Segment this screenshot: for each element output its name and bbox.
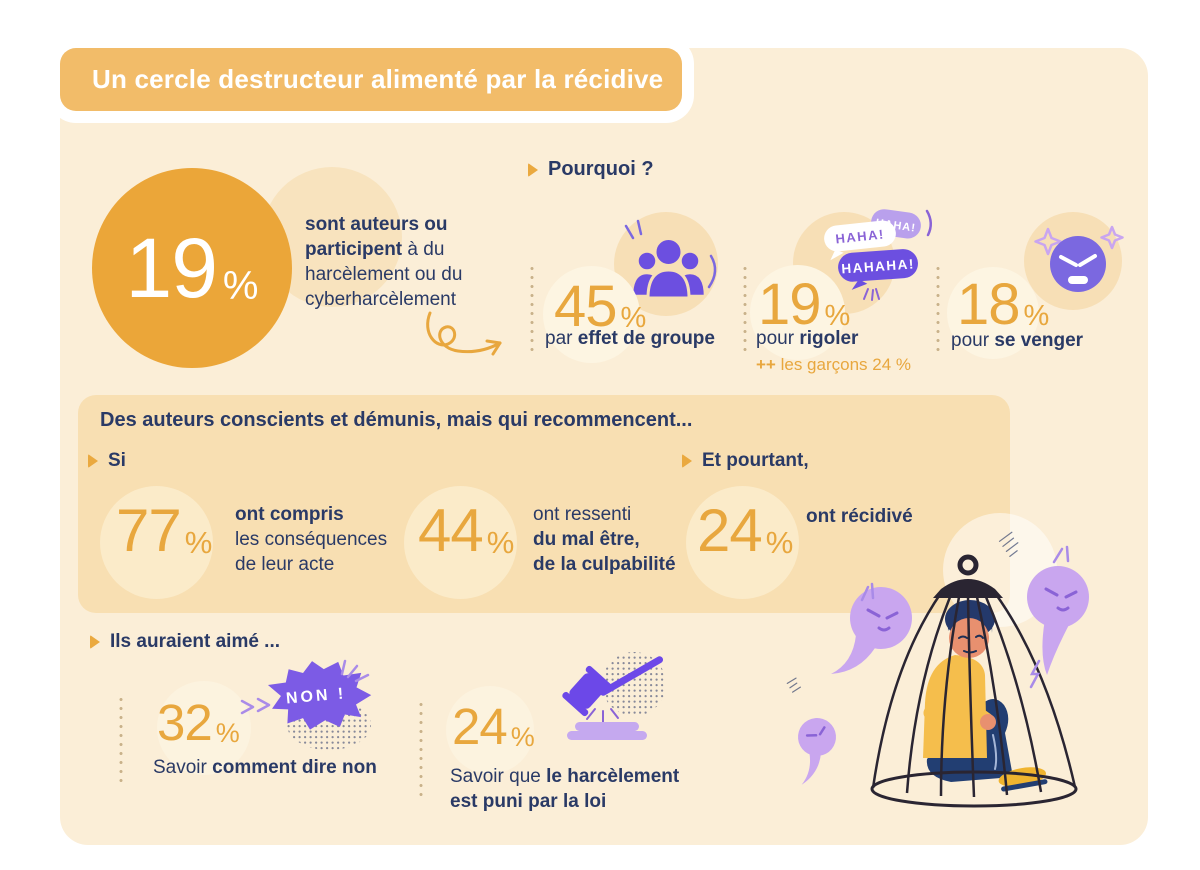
pourtant-header: Et pourtant, [682, 450, 809, 472]
stat-19-label: pour rigoler [756, 328, 859, 349]
stat-32-label: Savoir comment dire non [153, 757, 377, 778]
dotted-separator [119, 695, 123, 783]
stat-18-label: pour se venger [951, 330, 1084, 351]
intro-text: sont auteurs ou participent à du harcèle… [305, 214, 463, 310]
curly-arrow-icon [426, 311, 502, 356]
dotted-separator [530, 264, 534, 354]
recidive-header: Des auteurs conscients et démunis, mais … [100, 409, 693, 431]
dotted-separator [419, 700, 423, 796]
stat-44: 44 % [418, 497, 515, 564]
title-banner: Un cercle destructeur alimenté par la ré… [60, 48, 682, 111]
arrow-bullet-icon [682, 454, 692, 468]
stat-number-halo [947, 267, 1039, 359]
group-of-people-icon [624, 219, 717, 300]
stat-number-halo [157, 681, 251, 775]
scribble-marks [786, 531, 1019, 693]
arrow-bullet-icon [88, 454, 98, 468]
stat-19-note: ++ les garçons 24 % [756, 355, 911, 374]
recidive-panel [78, 395, 1010, 613]
stat-number-halo [686, 486, 799, 599]
sparkle-icons [860, 545, 1070, 689]
stat-number-halo [543, 266, 640, 363]
non-speech-burst-icon: NON ! [240, 659, 372, 750]
stat-19: 19 % [758, 272, 851, 337]
stat-number-halo [100, 486, 213, 599]
ghost-left [831, 587, 912, 674]
ghost-small [798, 718, 836, 785]
svg-text:NON !: NON ! [285, 685, 347, 707]
wishes-header: Ils auraient aimé ... [90, 631, 280, 653]
stat-number-halo [446, 686, 534, 774]
svg-text:HAHAHA!: HAHAHA! [841, 256, 915, 276]
laughing-speech-bubbles-icon: HAHA! HAHA! HAHAHA! [824, 209, 932, 301]
arrow-bullet-icon [528, 162, 538, 177]
stat-18: 18 % [957, 272, 1050, 337]
stat-number-halo [750, 265, 845, 360]
angry-face-icon [1034, 225, 1124, 292]
dotted-separator [743, 264, 747, 354]
dotted-separator [936, 264, 940, 354]
svg-text:HAHA!: HAHA! [835, 226, 886, 246]
stat-32: 32 % [157, 694, 240, 751]
stat-44-label: ont ressenti du mal être, de la culpabil… [533, 504, 676, 575]
gavel-icon [562, 652, 666, 740]
arrow-bullet-icon [90, 635, 100, 649]
pourquoi-header: Pourquoi ? [528, 158, 654, 181]
stat-24-wish: 24 % [452, 698, 535, 755]
caged-person-illustration [786, 513, 1089, 808]
page-title: Un cercle destructeur alimenté par la ré… [92, 64, 664, 94]
stat-number-halo [404, 486, 517, 599]
cage [870, 554, 1078, 808]
big-stat-value: 19 % [125, 220, 259, 315]
ghost-right [1027, 566, 1089, 675]
big-stat-circle: 19 % [92, 168, 292, 368]
stat-77: 77 % [116, 497, 213, 564]
stat-24-recidive-label: ont récidivé [806, 506, 913, 527]
si-header: Si [88, 450, 126, 472]
stat-45-label: par effet de groupe [545, 328, 715, 349]
stat-77-label: ont compris les conséquences de leur act… [235, 504, 388, 575]
stat-24-recidive: 24 % [697, 497, 794, 564]
stat-45: 45 % [554, 274, 647, 339]
stat-24-wish-label: Savoir que le harcèlement est puni par l… [450, 766, 680, 812]
